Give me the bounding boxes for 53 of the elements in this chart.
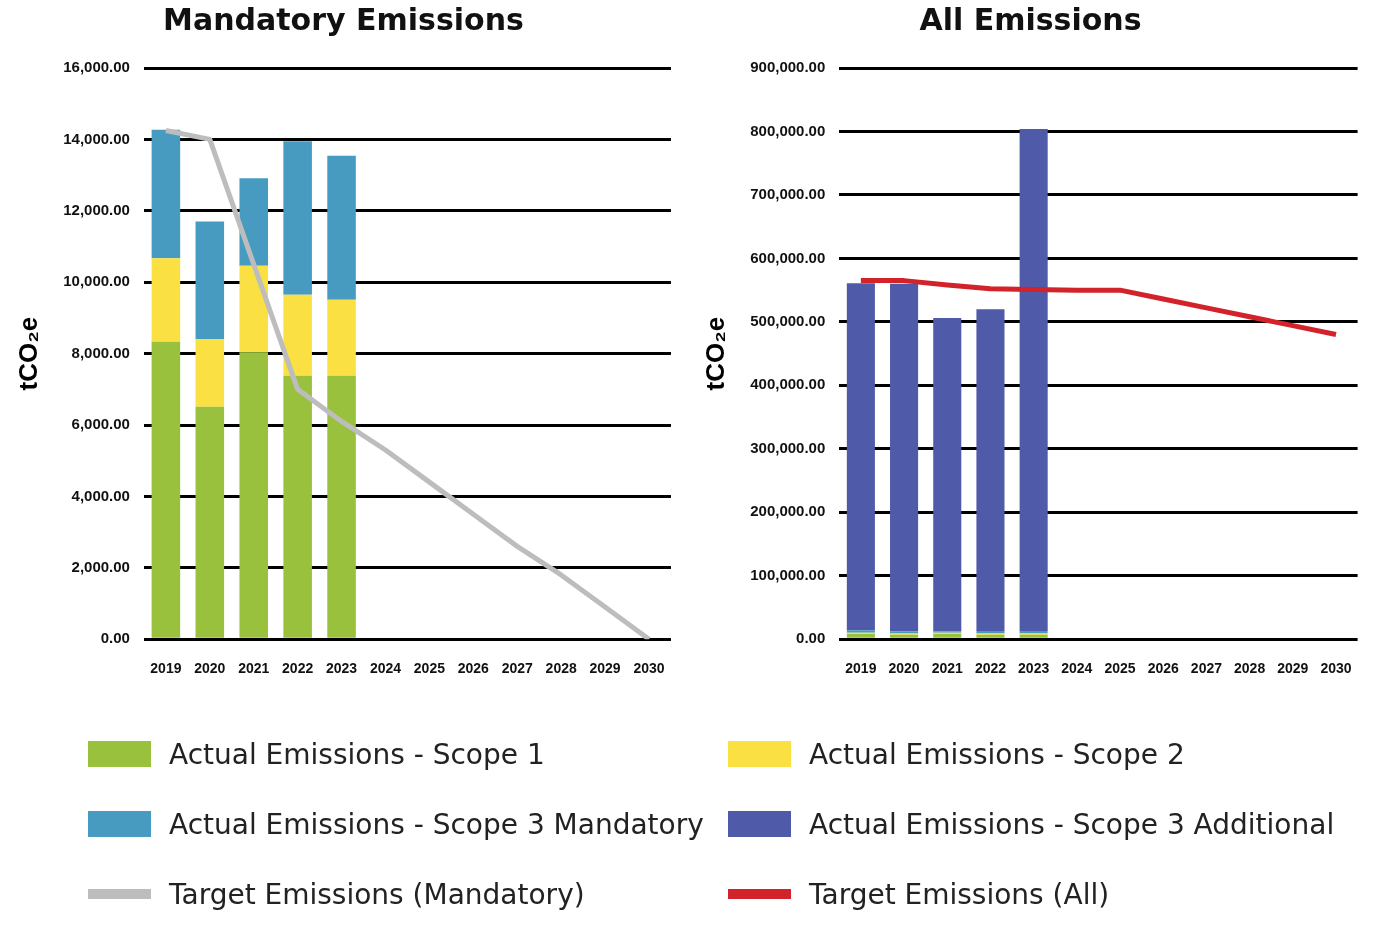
x-tick-label: 2021	[238, 660, 270, 677]
y-tick-label: 6,000.00	[71, 415, 130, 433]
x-tick-label: 2023	[1018, 660, 1050, 677]
x-tick-label: 2023	[325, 660, 358, 677]
x-tick-label: 2022	[282, 660, 314, 677]
y-tick-label: 14,000.00	[63, 129, 130, 147]
y-tick-label: 800,000.00	[750, 121, 826, 139]
x-tick-label: 2019	[150, 660, 182, 677]
legend-label: Actual Emissions - Scope 3 Mandatory	[169, 807, 704, 841]
y-axis-title: tCO₂e	[12, 316, 43, 391]
y-tick-label: 700,000.00	[750, 185, 826, 203]
legend-label: Actual Emissions - Scope 2	[809, 737, 1185, 771]
x-tick-label: 2021	[931, 660, 964, 677]
y-tick-label: 500,000.00	[750, 312, 826, 330]
x-tick-label: 2029	[1277, 660, 1309, 677]
y-axis-title: tCO₂e	[699, 316, 730, 391]
x-tick-label: 2020	[194, 660, 226, 677]
chart-title: All Emissions	[919, 1, 1142, 37]
legend-label: Actual Emissions - Scope 1	[169, 737, 545, 771]
y-tick-label: 0.00	[100, 629, 130, 647]
x-tick-label: 2025	[1104, 660, 1136, 677]
legend-label: Actual Emissions - Scope 3 Additional	[809, 807, 1335, 841]
x-tick-label: 2020	[888, 660, 920, 677]
x-tick-label: 2022	[974, 660, 1007, 677]
x-tick-label: 2026	[457, 660, 490, 677]
x-tick-label: 2029	[589, 660, 621, 677]
x-tick-label: 2024	[369, 660, 402, 677]
y-tick-label: 100,000.00	[750, 565, 826, 583]
x-tick-label: 2019	[845, 660, 877, 677]
x-tick-label: 2030	[633, 660, 665, 677]
y-tick-label: 600,000.00	[750, 248, 826, 266]
x-tick-label: 2030	[1320, 660, 1352, 677]
y-tick-label: 10,000.00	[63, 272, 130, 290]
y-tick-label: 16,000.00	[63, 58, 130, 76]
y-tick-label: 0.00	[796, 629, 826, 647]
legend-label: Target Emissions (All)	[809, 877, 1110, 911]
x-tick-label: 2025	[413, 660, 446, 677]
x-tick-label: 2027	[1190, 660, 1223, 677]
x-tick-label: 2024	[1061, 660, 1093, 677]
legend-label: Target Emissions (Mandatory)	[169, 877, 585, 911]
y-tick-label: 200,000.00	[750, 502, 826, 520]
x-tick-label: 2028	[1234, 660, 1266, 677]
y-tick-label: 900,000.00	[750, 58, 826, 76]
y-tick-label: 300,000.00	[750, 438, 826, 456]
y-tick-label: 8,000.00	[71, 343, 130, 361]
chart-title: Mandatory Emissions	[163, 1, 524, 37]
y-tick-label: 400,000.00	[750, 375, 826, 393]
y-tick-label: 4,000.00	[71, 486, 130, 504]
y-tick-label: 2,000.00	[71, 557, 130, 575]
y-tick-label: 12,000.00	[63, 200, 130, 218]
x-tick-label: 2027	[501, 660, 534, 677]
x-tick-label: 2026	[1147, 660, 1180, 677]
x-tick-label: 2028	[545, 660, 577, 677]
